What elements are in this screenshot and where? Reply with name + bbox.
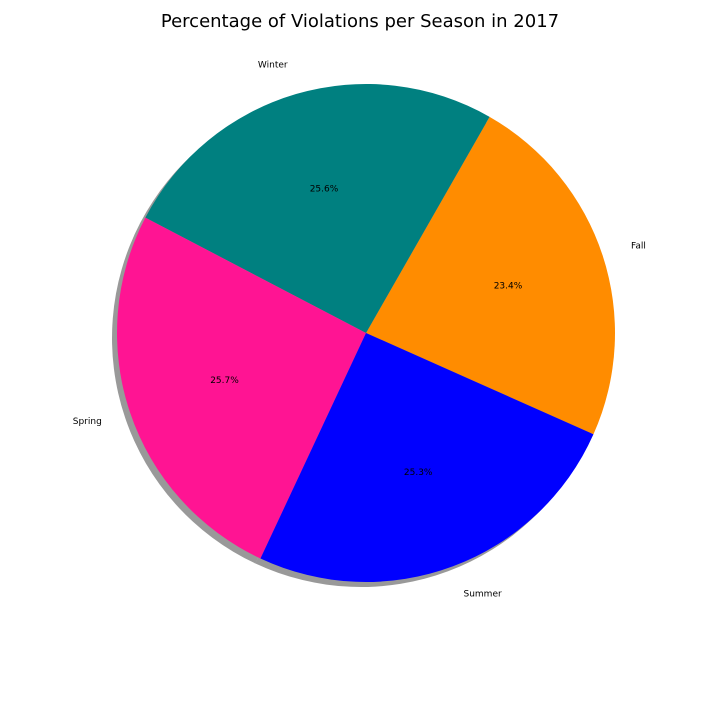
slice-percent-spring: 25.7% (210, 376, 239, 386)
pie-slice-winter (145, 84, 490, 334)
pie-slices (117, 84, 615, 582)
slice-label-winter: Winter (258, 60, 288, 70)
slice-percent-summer: 25.3% (404, 468, 433, 478)
pie-slice-fall (366, 116, 615, 435)
pie-slice-spring (117, 217, 366, 559)
slice-percent-fall: 23.4% (494, 282, 523, 292)
slice-label-fall: Fall (631, 241, 646, 251)
slice-label-summer: Summer (464, 589, 502, 599)
chart-title: Percentage of Violations per Season in 2… (160, 11, 560, 32)
slice-percent-winter: 25.6% (310, 185, 339, 195)
slice-label-spring: Spring (73, 417, 102, 427)
pie-slice-summer (260, 333, 594, 582)
pie-labels: Fall 23.4% Winter 25.6% Spring 25.7% Summer 25.… (73, 60, 646, 599)
